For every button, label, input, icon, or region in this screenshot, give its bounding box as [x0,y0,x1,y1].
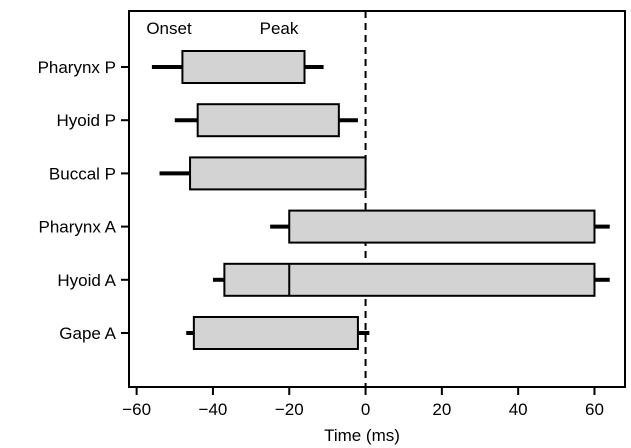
range-box [181,50,306,84]
x-axis-title: Time (ms) [324,426,400,445]
x-tick-label: 40 [509,400,528,419]
peak-annotation: Peak [260,19,299,38]
range-box [192,316,359,350]
y-tick-label: Hyoid A [57,271,116,290]
plot-frame [128,10,626,388]
y-tick-label: Hyoid P [56,111,116,130]
chart-marks: −60 −40 −20 0 20 40 60 Pharynx P Hyoid P Buccal P… [38,11,610,419]
y-tick-label: Pharynx A [39,218,117,237]
y-tick-label: Pharynx P [38,58,116,77]
range-box [196,103,340,138]
x-tick-label: −60 [122,400,151,419]
x-tick-label: −20 [275,400,304,419]
y-tick-label: Gape A [59,324,116,343]
x-tick-label: 0 [361,400,370,419]
x-tick-label: −40 [199,400,228,419]
x-tick-label: 20 [432,400,451,419]
range-box [189,156,367,191]
range-box [223,262,596,297]
x-tick-label: 60 [585,400,604,419]
onset-annotation: Onset [146,19,192,38]
y-tick-label: Buccal P [49,164,116,183]
range-box [288,209,596,244]
